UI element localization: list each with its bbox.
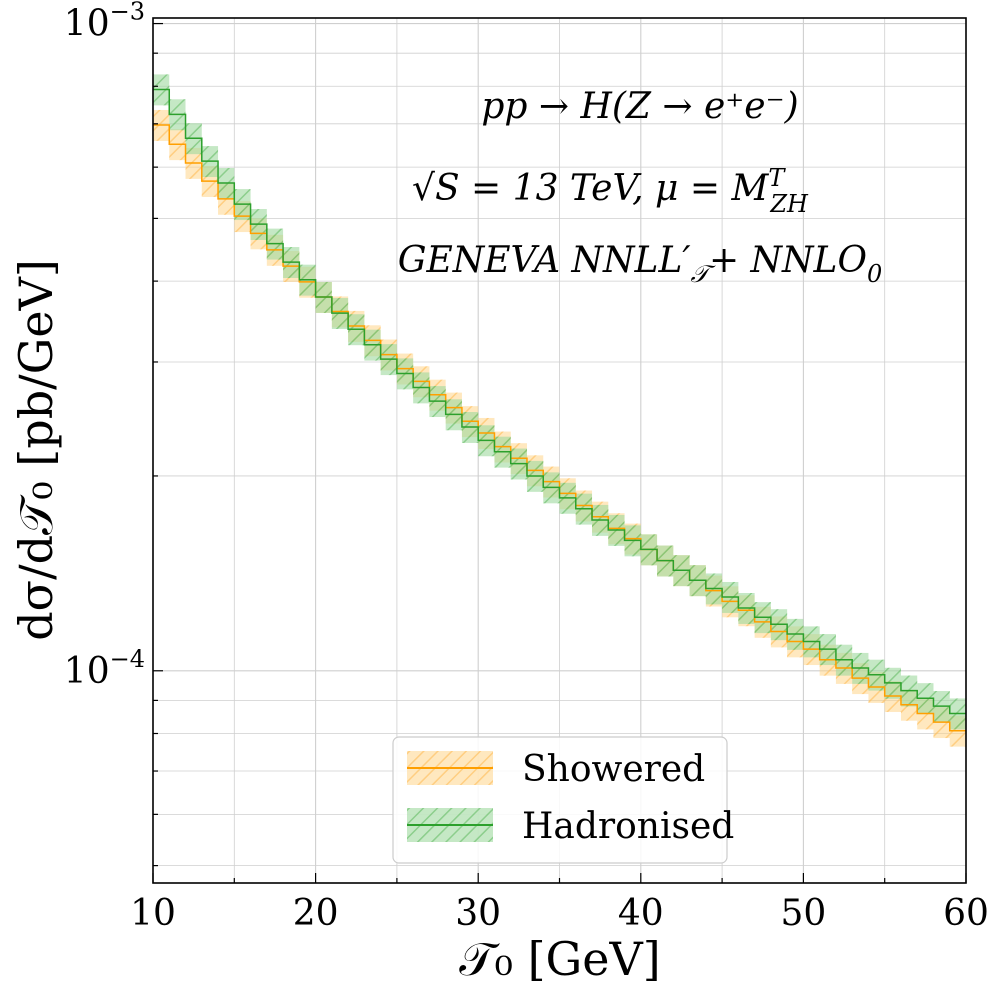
annotation-generator-main: GENEVA NNLL′ <box>398 240 691 281</box>
legend-label-showered: Showered <box>522 749 705 790</box>
y-tick-label-base: 10 <box>64 651 110 692</box>
x-axis-ticks: 10 20 30 40 50 60 <box>130 873 989 934</box>
legend-label-hadronised: Hadronised <box>522 806 734 847</box>
annotation-energy-main: √S = 13 TeV, μ = M <box>412 168 769 209</box>
y-axis-title: dσ/d𝒯₀ [pb/GeV] <box>9 259 63 641</box>
annotation-block: pp → H(Z → e⁺e⁻) √S = 13 TeV, μ = MT ZH G… <box>398 86 883 288</box>
x-tick-label: 20 <box>293 893 339 934</box>
annotation-generator-end-sub: 0 <box>867 260 882 288</box>
hadronised-step-line <box>153 88 966 715</box>
annotation-process: pp → H(Z → e⁺e⁻) <box>481 86 798 127</box>
annotation-energy: √S = 13 TeV, μ = MT ZH <box>412 164 809 218</box>
legend-swatch-hadronised <box>407 808 493 842</box>
legend-swatch-showered <box>407 751 493 785</box>
annotation-generator-nnlo: + NNLO <box>709 240 867 281</box>
x-tick-label: 50 <box>780 893 826 934</box>
y-tick-label-base: 10 <box>64 4 110 45</box>
y-tick-label: 10−4 <box>64 645 145 692</box>
x-axis-title: 𝒯₀ [GeV] <box>459 932 660 986</box>
x-tick-label: 60 <box>943 893 989 934</box>
x-tick-label: 40 <box>618 893 664 934</box>
annotation-generator: GENEVA NNLL′𝒯+ NNLO0 <box>398 240 883 288</box>
y-tick-label-exp: −3 <box>110 0 145 26</box>
annotation-energy-sup: T <box>768 164 786 192</box>
annotation-energy-sub: ZH <box>769 190 809 218</box>
y-tick-label: 10−3 <box>64 0 145 45</box>
x-tick-label: 10 <box>130 893 176 934</box>
x-tick-label: 30 <box>455 893 501 934</box>
y-axis-ticks: 10−410−3 <box>64 0 163 867</box>
y-tick-label-exp: −4 <box>110 645 145 673</box>
legend: Showered Hadronised <box>392 736 734 864</box>
series-lines <box>153 88 966 732</box>
